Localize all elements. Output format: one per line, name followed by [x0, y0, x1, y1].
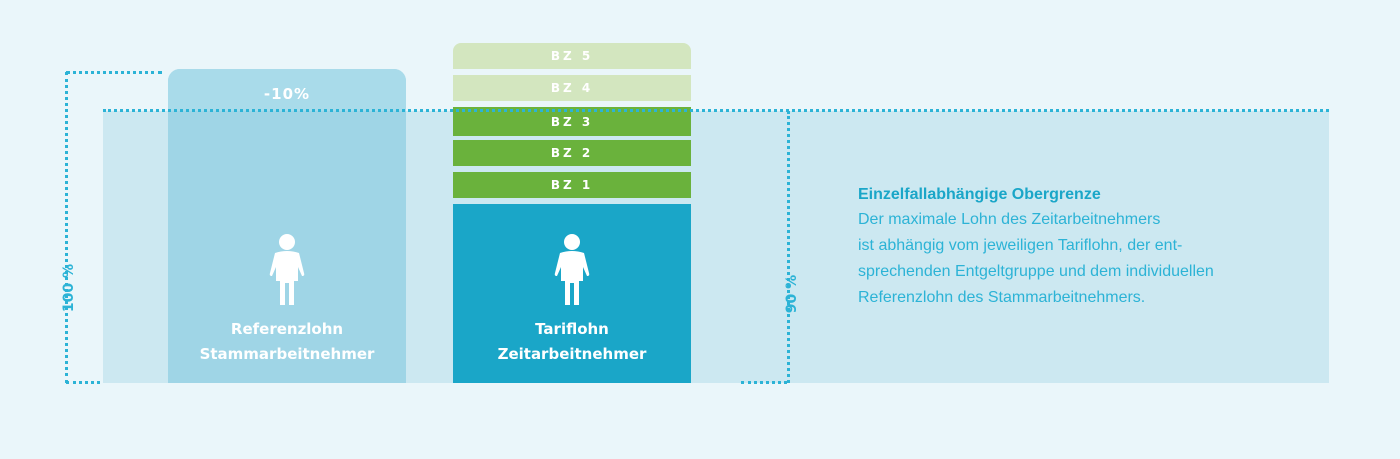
bz-level-1: BZ 1 [453, 172, 691, 198]
reduction-label: -10% [263, 85, 311, 103]
reference-wage-bar: -10% [168, 69, 406, 383]
tariff-label: Tariflohn Zeitarbeitnehmer [453, 317, 691, 367]
ninety-top-line [103, 109, 1329, 112]
description-line-4: Referenzlohn des Stammarbeitnehmers. [858, 289, 1146, 306]
person-icon [554, 234, 590, 305]
description-line-1: Der maximale Lohn des Zeitarbeitnehmers [858, 211, 1161, 228]
ninety-vertical-line [787, 111, 790, 383]
tariff-label-line2: Zeitarbeitnehmer [497, 345, 647, 363]
hundred-vertical-line [65, 72, 68, 383]
bz-level-5: BZ 5 [453, 43, 691, 69]
description-title: Einzelfallabhängige Obergrenze [858, 186, 1101, 203]
bz-level-4: BZ 4 [453, 75, 691, 101]
ninety-bottom-line [741, 381, 787, 384]
tariff-label-line1: Tariflohn [535, 320, 609, 338]
reference-label-line1: Referenzlohn [230, 320, 344, 338]
hundred-percent-label: 100 % [61, 263, 78, 313]
reference-label: Referenzlohn Stammarbeitnehmer [168, 317, 406, 367]
reference-label-line2: Stammarbeitnehmer [199, 345, 375, 363]
tariff-wage-bar [453, 204, 691, 383]
hundred-bottom-line [66, 381, 100, 384]
hundred-top-line [66, 71, 162, 74]
description-block: Einzelfallabhängige Obergrenze Der maxim… [858, 183, 1328, 311]
person-icon [269, 234, 305, 305]
description-line-3: sprechenden Entgeltgruppe und dem indivi… [858, 263, 1214, 280]
bz-level-2: BZ 2 [453, 140, 691, 166]
reduction-segment [168, 69, 406, 111]
ninety-percent-label: 90 % [784, 274, 801, 314]
description-line-2: ist abhängig vom jeweiligen Tariflohn, d… [858, 237, 1183, 254]
